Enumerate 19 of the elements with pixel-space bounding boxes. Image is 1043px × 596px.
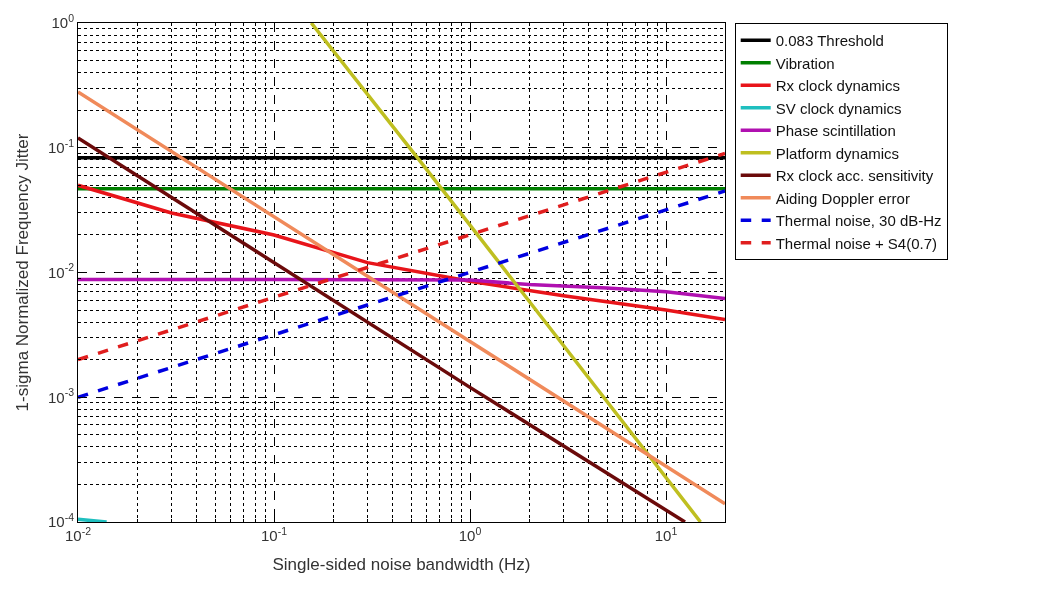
legend-label: Thermal noise, 30 dB-Hz bbox=[775, 212, 942, 230]
x-tick-label: 10$^{-1}$ bbox=[260, 524, 288, 544]
legend-label: Phase scintillation bbox=[775, 122, 896, 140]
y-tick-label: 10$^{-2}$ bbox=[47, 261, 75, 281]
legend-label: Rx clock acc. sensitivity bbox=[775, 167, 934, 185]
y-tick-label: 10$^{-3}$ bbox=[47, 386, 75, 406]
legend-label: Vibration bbox=[775, 54, 835, 72]
legend-label: SV clock dynamics bbox=[775, 99, 902, 117]
legend-label: Thermal noise + S4(0.7) bbox=[775, 234, 938, 252]
x-tick-label: 10$^{1}$ bbox=[654, 524, 678, 544]
legend-label: 0.083 Threshold bbox=[775, 32, 884, 50]
x-axis-title: Single-sided noise bandwidth (Hz) bbox=[272, 555, 531, 575]
y-tick-label: 10$^{0}$ bbox=[51, 11, 75, 32]
y-tick-label: 10$^{-1}$ bbox=[47, 136, 75, 156]
legend-label: Rx clock dynamics bbox=[775, 77, 900, 95]
legend-label: Platform dynamics bbox=[775, 144, 900, 162]
legend-label: Aiding Doppler error bbox=[775, 189, 910, 207]
x-tick-label: 10$^{0}$ bbox=[458, 524, 482, 544]
y-axis-title: 1-sigma Normalized Frequency Jitter bbox=[12, 133, 32, 412]
